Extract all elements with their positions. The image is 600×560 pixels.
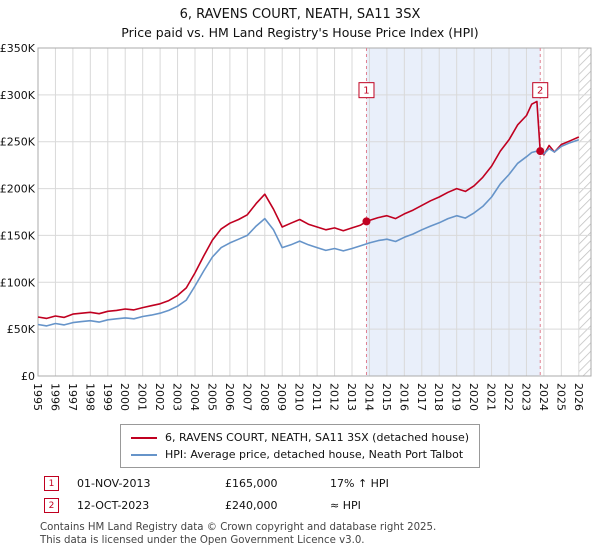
x-axis-tick-label: 2022 (502, 383, 515, 411)
x-axis-tick-label: 1999 (101, 383, 114, 411)
x-axis-tick-label: 2024 (537, 383, 550, 411)
x-axis-tick-label: 2010 (293, 383, 306, 411)
between-sales-shading (366, 48, 541, 376)
x-axis-tick-label: 2005 (205, 383, 218, 411)
y-axis-tick-label: £200K (0, 183, 36, 196)
y-axis-tick-label: £100K (0, 276, 36, 289)
x-axis-tick-label: 2018 (432, 383, 445, 411)
y-axis-tick-label: £0 (21, 370, 35, 383)
sale-2-dot (536, 147, 545, 156)
x-axis-tick-label: 2006 (223, 383, 236, 411)
x-axis-tick-label: 2020 (467, 383, 480, 411)
copyright-line-2: This data is licensed under the Open Gov… (40, 534, 365, 546)
sale-2-price: £240,000 (225, 499, 278, 512)
x-axis-tick-label: 1995 (31, 383, 44, 411)
legend-item-hpi: HPI: Average price, detached house, Neat… (130, 446, 469, 463)
hpi-line (37, 139, 580, 327)
page-subtitle: Price paid vs. HM Land Registry's House … (121, 25, 479, 40)
y-axis-tick-label: £350K (0, 42, 36, 55)
x-axis-tick-label: 2011 (310, 383, 323, 411)
red-line-sample-icon (130, 436, 157, 439)
sale-2-marker-number: 2 (537, 86, 543, 97)
copyright-line-1: Contains HM Land Registry data © Crown c… (40, 522, 437, 533)
sale-1-marker-box (358, 82, 375, 99)
sale-annotations: 1 01-NOV-2013 £165,000 17% ↑ HPI 2 12-OC… (44, 476, 600, 513)
x-axis-tick-label: 2003 (171, 383, 184, 411)
sale-2-marker-box (532, 82, 549, 99)
sale-2-hpi-note: ≈ HPI (330, 499, 361, 512)
y-axis-tick-label: £50K (7, 323, 36, 336)
house-price-chart-page: 6, RAVENS COURT, NEATH, SA11 3SX Price p… (0, 7, 600, 548)
sale-2-marker-badge: 2 (44, 498, 59, 513)
x-axis-tick-label: 2025 (554, 383, 567, 411)
sale-row-1: 1 01-NOV-2013 £165,000 17% ↑ HPI (44, 476, 600, 491)
blue-line-sample-icon (130, 453, 157, 456)
y-axis-tick-label: £250K (0, 136, 36, 149)
x-axis-tick-label: 2021 (485, 383, 498, 411)
sale-1-dot (362, 217, 371, 226)
x-axis-tick-label: 2008 (258, 383, 271, 411)
page-title: 6, RAVENS COURT, NEATH, SA11 3SX (179, 7, 421, 22)
chart-plot-area: £0 £50K £100K £150K £200K £250K £300K £350K 1995… (0, 42, 592, 411)
x-axis-tick-label: 1998 (83, 383, 96, 411)
x-axis-tick-label: 2015 (380, 383, 393, 411)
property-price-line (37, 100, 580, 320)
x-axis-tick-label: 1997 (66, 383, 79, 411)
chart-legend: 6, RAVENS COURT, NEATH, SA11 3SX (detach… (119, 424, 480, 468)
plot-border (37, 47, 592, 377)
x-axis-tick-label: 2017 (415, 383, 428, 411)
x-axis-tick-label: 2026 (572, 383, 585, 411)
future-hatched-region (578, 48, 591, 376)
x-axis-tick-label: 2002 (153, 383, 166, 411)
sale-row-2: 2 12-OCT-2023 £240,000 ≈ HPI (44, 498, 600, 513)
x-axis-tick-label: 2001 (136, 383, 149, 411)
legend-item-property: 6, RAVENS COURT, NEATH, SA11 3SX (detach… (130, 429, 469, 446)
copyright-footer: Contains HM Land Registry data © Crown c… (40, 522, 600, 548)
sale-1-hpi-note: 17% ↑ HPI (330, 477, 389, 490)
x-axis-tick-label: 2007 (240, 383, 253, 411)
legend-label-property: 6, RAVENS COURT, NEATH, SA11 3SX (detach… (164, 431, 469, 444)
x-axis-tick-label: 2023 (519, 383, 532, 411)
legend-label-hpi: HPI: Average price, detached house, Neat… (164, 448, 464, 461)
sale-1-marker-badge: 1 (44, 476, 59, 491)
x-axis-tick-label: 2013 (345, 383, 358, 411)
sale-1-price: £165,000 (225, 477, 278, 490)
x-axis-tick-label: 1996 (48, 383, 61, 411)
x-axis-tick-label: 2009 (275, 383, 288, 411)
sale-1-date: 01-NOV-2013 (77, 477, 151, 490)
sale-1-marker-number: 1 (363, 86, 369, 97)
price-chart: £0 £50K £100K £150K £200K £250K £300K £350K 1995… (0, 42, 592, 411)
x-axis-tick-label: 2019 (450, 383, 463, 411)
x-axis-tick-label: 2000 (118, 383, 131, 411)
x-axis-tick-label: 2004 (188, 383, 201, 411)
x-axis-tick-label: 2014 (362, 383, 375, 411)
sale-2-date: 12-OCT-2023 (77, 499, 150, 512)
x-axis-tick-label: 2012 (328, 383, 341, 411)
x-axis-tick-label: 2016 (397, 383, 410, 411)
y-axis-tick-label: £150K (0, 229, 36, 242)
y-axis-tick-label: £300K (0, 89, 36, 102)
